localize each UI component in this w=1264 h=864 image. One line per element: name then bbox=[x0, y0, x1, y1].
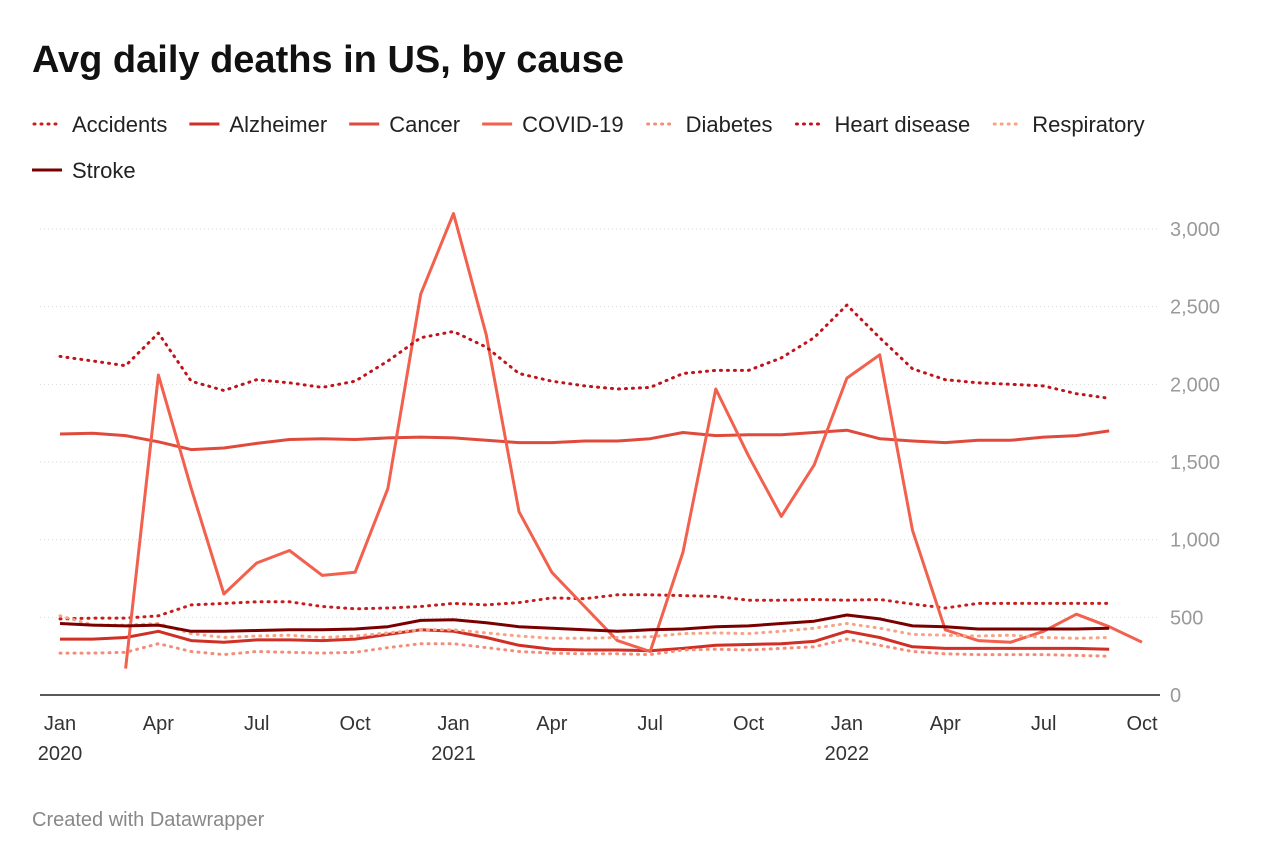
x-tick-label: Jul bbox=[244, 713, 270, 735]
x-tick-label: Jan 2020 bbox=[38, 713, 83, 765]
y-tick-label: 500 bbox=[1170, 607, 1203, 629]
line-series bbox=[59, 613, 1110, 633]
x-tick-label: Oct bbox=[1126, 713, 1158, 735]
legend-label: Respiratory bbox=[1032, 112, 1144, 137]
line-series bbox=[60, 628, 1110, 653]
legend-item: Cancer bbox=[349, 112, 460, 137]
legend-label: Cancer bbox=[389, 112, 460, 137]
y-tick-label: 2,500 bbox=[1170, 297, 1220, 319]
legend-item: COVID-19 bbox=[482, 112, 624, 137]
y-tick-label: 2,000 bbox=[1170, 374, 1220, 396]
x-tick-label: Apr bbox=[930, 713, 961, 735]
x-tick-label: Oct bbox=[733, 713, 765, 735]
x-tick-label: Oct bbox=[340, 713, 372, 735]
x-tick-label: Jan 2022 bbox=[825, 713, 870, 765]
chart-title: Avg daily deaths in US, by cause bbox=[32, 39, 624, 81]
line-series bbox=[58, 303, 1111, 400]
legend-label: Diabetes bbox=[686, 112, 773, 137]
line-series bbox=[58, 637, 1111, 658]
legend-item: Diabetes bbox=[646, 112, 773, 137]
legend-label: Alzheimer bbox=[229, 112, 327, 137]
line-series bbox=[124, 212, 1143, 669]
legend-label: Heart disease bbox=[834, 112, 970, 137]
y-tick-label: 3,000 bbox=[1170, 219, 1220, 241]
legend-label: COVID-19 bbox=[522, 112, 623, 137]
legend-label: Accidents bbox=[72, 112, 167, 137]
x-tick-label: Apr bbox=[536, 713, 567, 735]
legend-item: Stroke bbox=[32, 158, 136, 183]
y-tick-label: 1,500 bbox=[1170, 452, 1220, 474]
line-series bbox=[58, 593, 1111, 621]
footer: Created with Datawrapper bbox=[32, 809, 265, 831]
x-tick-label: Jul bbox=[1031, 713, 1057, 735]
legend-item: Heart disease bbox=[794, 112, 970, 137]
y-tick-label: 1,000 bbox=[1170, 530, 1220, 552]
legend-item: Alzheimer bbox=[189, 112, 327, 137]
x-tick-label: Apr bbox=[143, 713, 174, 735]
legend-item: Accidents bbox=[32, 112, 167, 137]
x-tick-label: Jan 2021 bbox=[431, 713, 476, 765]
legend-label: Stroke bbox=[72, 158, 136, 183]
legend-item: Respiratory bbox=[992, 112, 1145, 137]
line-series bbox=[59, 428, 1110, 452]
y-tick-label: 0 bbox=[1170, 685, 1181, 707]
x-tick-label: Jul bbox=[637, 713, 663, 735]
